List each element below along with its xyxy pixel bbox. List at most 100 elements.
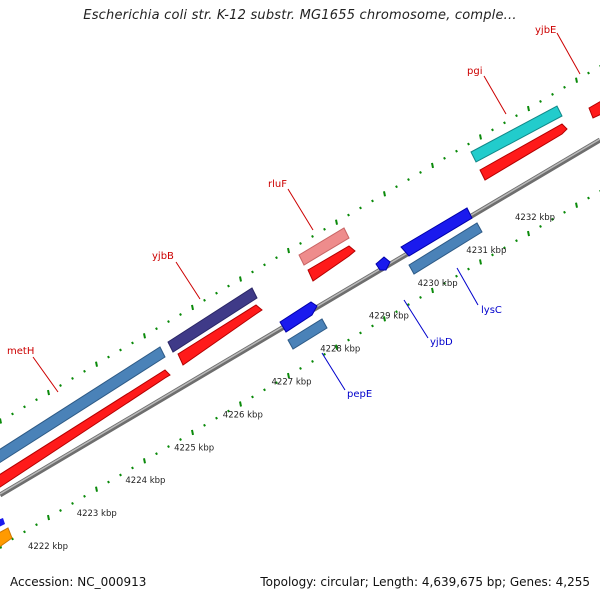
ruler-label: 4230 kbp xyxy=(418,279,458,289)
gene-pgi[interactable] xyxy=(470,105,568,181)
label-rluF[interactable]: rluF xyxy=(268,179,287,190)
gene-pepE-arrow[interactable] xyxy=(279,301,318,333)
reverse-tick xyxy=(347,338,350,342)
gene-yjbD[interactable] xyxy=(375,256,391,271)
forward-tick xyxy=(347,213,350,217)
reverse-tick xyxy=(23,530,26,534)
gene-rluF-cds[interactable] xyxy=(307,245,356,282)
forward-tick xyxy=(275,256,278,260)
ruler-label: 4227 kbp xyxy=(272,378,312,388)
reverse-tick xyxy=(491,253,494,257)
forward-tick xyxy=(431,162,434,169)
reverse-tick xyxy=(83,494,86,498)
forward-tick xyxy=(167,320,170,324)
reverse-tick xyxy=(107,480,110,484)
label-metH[interactable]: metH xyxy=(7,346,34,357)
gene-yjbB-cds[interactable] xyxy=(177,304,263,366)
gene-yjbB[interactable] xyxy=(167,287,263,366)
forward-tick xyxy=(71,376,74,380)
forward-tick xyxy=(251,270,254,274)
forward-tick xyxy=(539,100,542,103)
accession-text: Accession: NC_000913 xyxy=(10,575,147,589)
label-yjbE[interactable]: yjbE xyxy=(535,25,556,36)
forward-tick xyxy=(95,361,98,367)
label-lysC[interactable]: lysC xyxy=(481,305,502,316)
reverse-tick xyxy=(35,523,38,527)
gene-rluF-bar[interactable] xyxy=(298,227,350,266)
label-pgi[interactable]: pgi xyxy=(467,66,482,77)
gene-pepE[interactable] xyxy=(279,301,328,350)
leader-yjbD xyxy=(403,299,429,339)
reverse-tick xyxy=(563,210,566,214)
gene-features[interactable] xyxy=(0,96,600,548)
gene-metH[interactable] xyxy=(0,346,171,497)
gene-lysC[interactable] xyxy=(400,207,483,275)
ruler-label: 4232 kbp xyxy=(515,213,555,223)
forward-tick xyxy=(419,171,422,174)
reverse-tick xyxy=(47,514,50,521)
reverse-tick xyxy=(371,324,374,328)
reverse-tick xyxy=(395,310,398,314)
reverse-tick xyxy=(299,367,302,370)
ruler-labels: 4222 kbp 4223 kbp 4224 kbp 4225 kbp 4226 kbp… xyxy=(28,213,555,552)
forward-tick xyxy=(215,291,218,295)
gene-pgi-bar[interactable] xyxy=(470,105,563,163)
gene-fragment-left-orange[interactable] xyxy=(0,527,13,548)
reverse-tick xyxy=(251,395,254,399)
reverse-tick xyxy=(335,344,338,350)
chromosome-title: Escherichia coli str. K-12 substr. MG165… xyxy=(83,8,517,23)
gene-metH-cds[interactable] xyxy=(0,369,171,497)
gene-yjbD-arrow[interactable] xyxy=(375,256,391,271)
forward-tick xyxy=(575,77,578,83)
reverse-tick xyxy=(59,509,62,512)
forward-tick xyxy=(515,114,518,118)
reverse-tick xyxy=(455,274,458,278)
reverse-tick xyxy=(431,287,434,294)
forward-tick xyxy=(359,206,362,210)
forward-tick xyxy=(0,418,2,424)
gene-labels[interactable]: metH yjbB rluF pgi yjbE pepE yjbD lysC xyxy=(7,25,581,400)
reverse-tick xyxy=(311,359,314,363)
forward-tick xyxy=(563,85,566,89)
forward-tick xyxy=(407,178,410,182)
forward-tick xyxy=(83,369,86,373)
forward-tick xyxy=(443,156,446,160)
gene-rluF[interactable] xyxy=(298,227,356,282)
forward-tick xyxy=(383,191,386,197)
label-pepE[interactable]: pepE xyxy=(347,389,372,400)
forward-tick xyxy=(503,121,506,125)
label-yjbD[interactable]: yjbD xyxy=(430,337,453,348)
gene-lysC-bar[interactable] xyxy=(408,222,483,275)
reverse-tick xyxy=(191,429,194,436)
gene-yjbB-bar[interactable] xyxy=(167,287,258,353)
reverse-tick xyxy=(467,267,470,271)
reverse-tick xyxy=(167,445,170,449)
forward-tick-track xyxy=(0,64,600,424)
forward-tick xyxy=(59,384,62,387)
reverse-tick xyxy=(359,331,362,335)
forward-tick xyxy=(287,247,290,254)
gene-pepE-bar[interactable] xyxy=(287,318,328,350)
reverse-tick xyxy=(587,196,590,200)
gene-yjbE[interactable] xyxy=(588,96,600,119)
forward-tick xyxy=(47,389,50,396)
gene-metH-bar[interactable] xyxy=(0,346,166,472)
label-yjbB[interactable]: yjbB xyxy=(152,251,174,262)
reverse-tick xyxy=(443,281,446,285)
leader-yjbB xyxy=(175,261,201,300)
reverse-tick xyxy=(227,409,230,413)
forward-tick xyxy=(335,219,338,225)
reverse-tick xyxy=(539,225,542,228)
gene-lysC-arrow[interactable] xyxy=(400,207,473,257)
forward-tick xyxy=(311,234,314,238)
reverse-tick xyxy=(203,423,206,427)
reverse-tick xyxy=(131,466,134,470)
forward-tick xyxy=(299,242,302,245)
leader-rluF xyxy=(287,188,314,231)
gene-pgi-cds[interactable] xyxy=(479,123,568,181)
gene-fragment-left-blue[interactable] xyxy=(0,518,5,528)
gene-yjbE-cds[interactable] xyxy=(588,96,600,119)
leader-yjbE xyxy=(556,32,581,75)
forward-tick xyxy=(119,348,122,352)
